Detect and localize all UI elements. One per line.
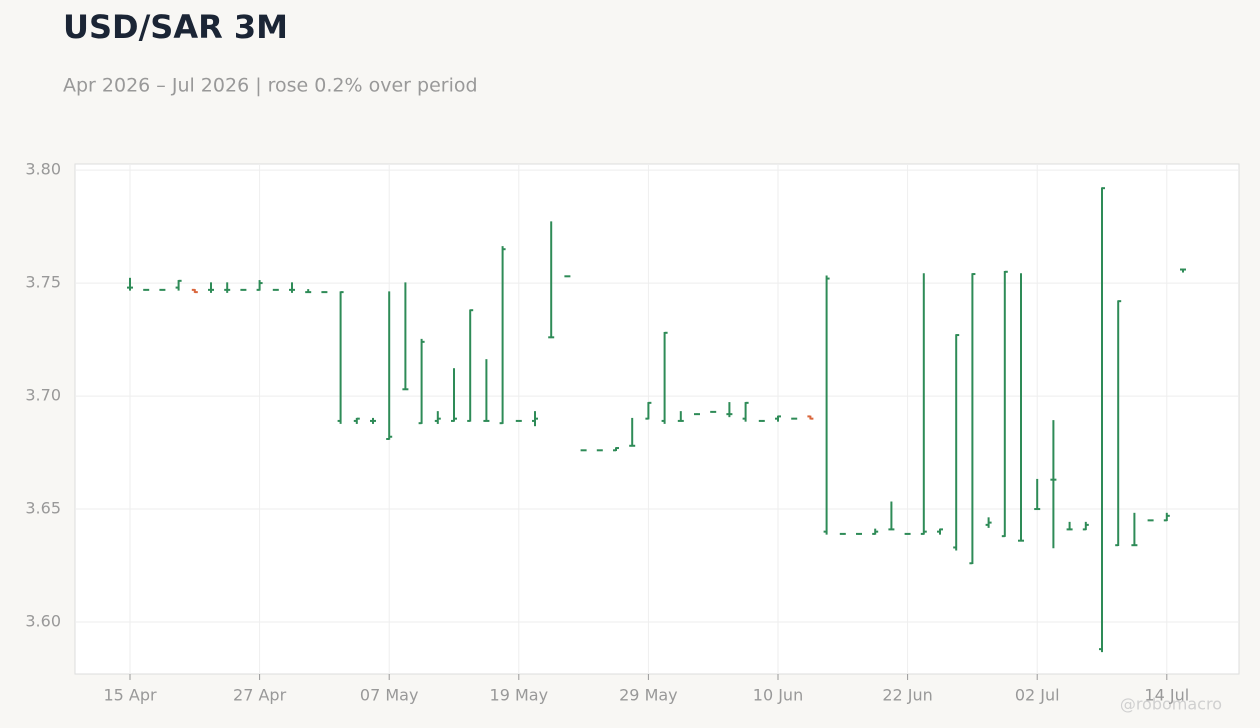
- x-tick-label: 07 May: [360, 686, 419, 705]
- y-tick-label: 3.65: [25, 499, 61, 518]
- x-tick-label: 22 Jun: [882, 686, 932, 705]
- x-tick-label: 29 May: [619, 686, 678, 705]
- y-tick-label: 3.75: [25, 273, 61, 292]
- watermark: @robomacro: [1120, 695, 1222, 714]
- x-tick-label: 02 Jul: [1015, 686, 1060, 705]
- x-tick-label: 10 Jun: [753, 686, 803, 705]
- x-tick-label: 27 Apr: [233, 686, 287, 705]
- chart-title: USD/SAR 3M: [63, 8, 288, 46]
- x-tick-label: 19 May: [490, 686, 549, 705]
- y-tick-label: 3.60: [25, 612, 61, 631]
- x-tick-label: 15 Apr: [103, 686, 157, 705]
- x-tick-label: 14 Jul: [1144, 686, 1189, 705]
- y-tick-label: 3.80: [25, 160, 61, 179]
- plot-area: [74, 163, 1240, 675]
- chart-subtitle: Apr 2026 – Jul 2026 | rose 0.2% over per…: [63, 75, 478, 97]
- y-tick-label: 3.70: [25, 386, 61, 405]
